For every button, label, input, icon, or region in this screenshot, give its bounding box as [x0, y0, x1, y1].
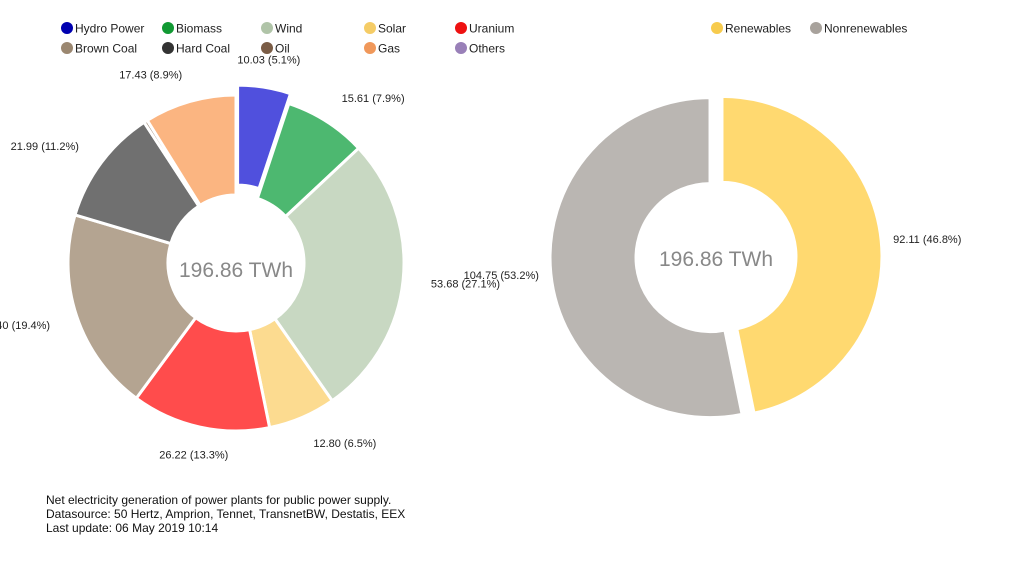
- legend-item-uranium[interactable]: Uranium: [455, 22, 514, 36]
- legend-marker: [364, 42, 376, 54]
- footnote-last-update: Last update: 06 May 2019 10:14: [46, 521, 219, 535]
- footnote-description: Net electricity generation of power plan…: [46, 493, 392, 507]
- legend-item-hard-coal[interactable]: Hard Coal: [162, 42, 230, 56]
- footnote-datasource: Datasource: 50 Hertz, Amprion, Tennet, T…: [46, 507, 406, 521]
- legend-label: Nonrenewables: [824, 22, 907, 36]
- legend-item-wind[interactable]: Wind: [261, 22, 302, 36]
- slice-wind[interactable]: [273, 146, 406, 403]
- slice-nonrenewables[interactable]: [548, 96, 744, 420]
- legend-item-hydro-power[interactable]: Hydro Power: [61, 22, 144, 36]
- center-total-label: 196.86 TWh: [179, 259, 293, 282]
- legend-label: Brown Coal: [75, 42, 137, 56]
- legend-marker: [261, 22, 273, 34]
- legend-marker: [162, 42, 174, 54]
- slice-hydro-power[interactable]: [236, 83, 292, 191]
- legend-marker: [711, 22, 723, 34]
- legend-item-others[interactable]: Others: [455, 42, 505, 56]
- legend-marker: [61, 42, 73, 54]
- legend-marker: [455, 22, 467, 34]
- data-label-biomass: 15.61 (7.9%): [342, 93, 405, 105]
- legend-item-renewables[interactable]: Renewables: [711, 22, 791, 36]
- center-total-label: 196.86 TWh: [659, 248, 773, 271]
- legend-label: Uranium: [469, 22, 514, 36]
- data-label-hard-coal: 21.99 (11.2%): [11, 141, 79, 153]
- legend-label: Oil: [275, 42, 290, 56]
- legend-marker: [455, 42, 467, 54]
- legend-item-solar[interactable]: Solar: [364, 22, 406, 36]
- data-label-hydro-power: 10.03 (5.1%): [237, 55, 300, 67]
- legend-marker: [61, 22, 73, 34]
- legend-marker: [261, 42, 273, 54]
- footnote: Net electricity generation of power plan…: [46, 493, 405, 535]
- legend-label: Others: [469, 42, 505, 56]
- legend-label: Solar: [378, 22, 406, 36]
- legend-label: Wind: [275, 22, 302, 36]
- data-label-uranium: 26.22 (13.3%): [159, 449, 228, 461]
- slice-renewables[interactable]: [720, 94, 884, 415]
- slice-brown-coal[interactable]: [66, 213, 198, 400]
- legend-label: Renewables: [725, 22, 791, 36]
- data-label-solar: 12.80 (6.5%): [313, 438, 376, 450]
- legend-label: Biomass: [176, 22, 222, 36]
- legend-item-nonrenewables[interactable]: Nonrenewables: [810, 22, 907, 36]
- data-label-brown-coal: 38.40 (19.4%): [0, 320, 50, 332]
- legend-label: Hydro Power: [75, 22, 144, 36]
- legend-marker: [364, 22, 376, 34]
- slice-gas[interactable]: [145, 93, 238, 207]
- data-label-renewables: 92.11 (46.8%): [893, 234, 961, 246]
- legend-item-oil[interactable]: Oil: [261, 42, 290, 56]
- legend-item-gas[interactable]: Gas: [364, 42, 400, 56]
- legend-item-brown-coal[interactable]: Brown Coal: [61, 42, 137, 56]
- legend-label: Hard Coal: [176, 42, 230, 56]
- legend-marker: [162, 22, 174, 34]
- donut-chart-1: Hydro Power Biomass Wind Solar Uranium Brown …: [0, 22, 514, 462]
- data-label-gas: 17.43 (8.9%): [119, 70, 182, 82]
- legend-item-biomass[interactable]: Biomass: [162, 22, 222, 36]
- legend-marker: [810, 22, 822, 34]
- legend-label: Gas: [378, 42, 400, 56]
- donut-chart-2: Renewables Nonrenewables 92.11 (46.8%) 104.…: [464, 22, 961, 420]
- data-label-wind: 53.68 (27.1%): [431, 278, 500, 290]
- data-label-nonrenewables: 104.75 (53.2%): [464, 270, 539, 282]
- slice-uranium[interactable]: [134, 316, 272, 433]
